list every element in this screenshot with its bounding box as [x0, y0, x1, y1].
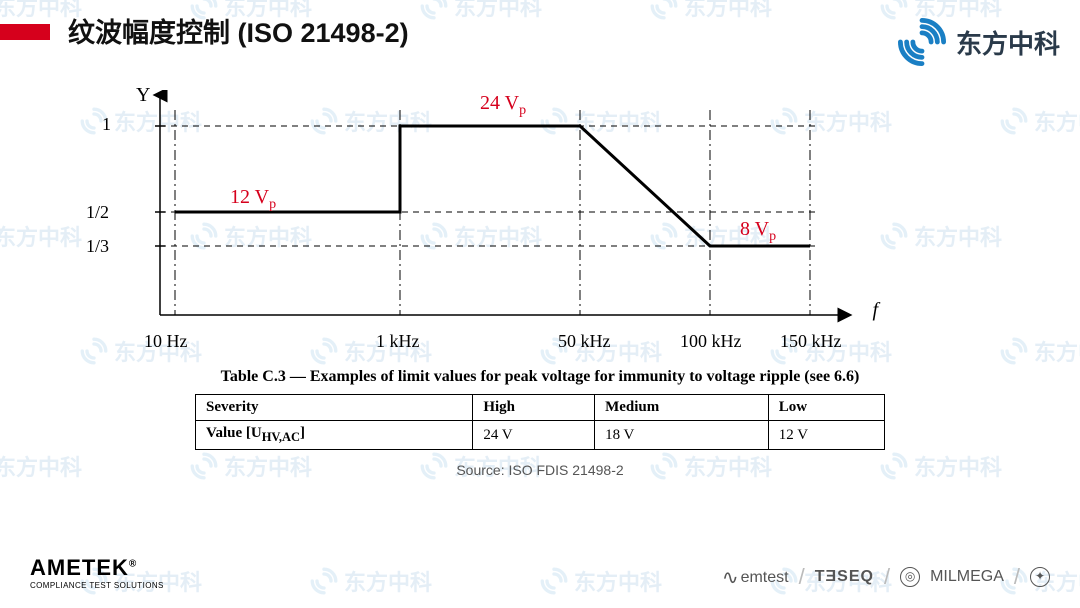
limit-values-table: Severity High Medium Low Value [UHV,AC] … — [195, 394, 885, 450]
table-cell: Value [UHV,AC] — [196, 421, 473, 450]
y-axis-label: Y — [136, 84, 150, 107]
table-header-cell: Low — [768, 395, 884, 421]
y-tick: 1 — [102, 114, 111, 135]
logo-swirl-icon — [898, 18, 946, 66]
ametek-logo-subtitle: COMPLIANCE TEST SOLUTIONS — [30, 581, 164, 590]
title-accent-bar — [0, 24, 50, 40]
x-tick: 150 kHz — [780, 331, 842, 352]
table-row: Severity High Medium Low — [196, 395, 885, 421]
chart-annotation-12vp: 12 Vp — [230, 186, 276, 213]
x-axis-label: f — [872, 299, 878, 322]
slide-title: 纹波幅度控制 (ISO 21498-2) — [68, 11, 409, 50]
brand-separator: / — [884, 564, 890, 590]
table-row: Value [UHV,AC] 24 V 18 V 12 V — [196, 421, 885, 450]
source-citation: Source: ISO FDIS 21498-2 — [120, 462, 960, 478]
slide-content: Y f 1 1/2 1/3 10 Hz 1 kHz 50 kHz 100 kHz… — [120, 90, 960, 478]
brand-teseq: TƎSEQ — [815, 568, 874, 586]
table-header-cell: High — [473, 395, 595, 421]
table-cell: 12 V — [768, 421, 884, 450]
brand-ifi-icon: ✦ — [1030, 567, 1050, 587]
brand-separator: / — [799, 564, 805, 590]
ametek-logo-text: AMETEK® — [30, 555, 137, 580]
x-tick: 50 kHz — [558, 331, 611, 352]
table-caption: Table C.3 — Examples of limit values for… — [120, 368, 960, 386]
brand-milmega: MILMEGA — [930, 568, 1004, 586]
chart-annotation-24vp: 24 Vp — [480, 92, 526, 119]
brand-logos: emtest / TƎSEQ / ◎ MILMEGA / ✦ — [722, 564, 1050, 590]
y-tick: 1/3 — [86, 236, 109, 257]
slide-header: 纹波幅度控制 (ISO 21498-2) 东方中科 — [0, 0, 1080, 60]
table-header-cell: Severity — [196, 395, 473, 421]
x-tick: 100 kHz — [680, 331, 742, 352]
table-cell: 18 V — [595, 421, 769, 450]
milmega-icon: ◎ — [900, 567, 920, 587]
brand-emtest: emtest — [722, 565, 789, 590]
logo-text: 东方中科 — [956, 24, 1060, 61]
company-logo: 东方中科 — [898, 18, 1060, 66]
slide-footer: AMETEK® COMPLIANCE TEST SOLUTIONS emtest… — [0, 555, 1080, 590]
x-tick: 10 Hz — [144, 331, 188, 352]
ametek-logo: AMETEK® COMPLIANCE TEST SOLUTIONS — [30, 555, 164, 590]
table-header-cell: Medium — [595, 395, 769, 421]
y-tick: 1/2 — [86, 202, 109, 223]
x-tick: 1 kHz — [376, 331, 420, 352]
ripple-amplitude-chart: Y f 1 1/2 1/3 10 Hz 1 kHz 50 kHz 100 kHz… — [120, 90, 860, 350]
brand-separator: / — [1014, 564, 1020, 590]
chart-annotation-8vp: 8 Vp — [740, 218, 776, 245]
table-cell: 24 V — [473, 421, 595, 450]
